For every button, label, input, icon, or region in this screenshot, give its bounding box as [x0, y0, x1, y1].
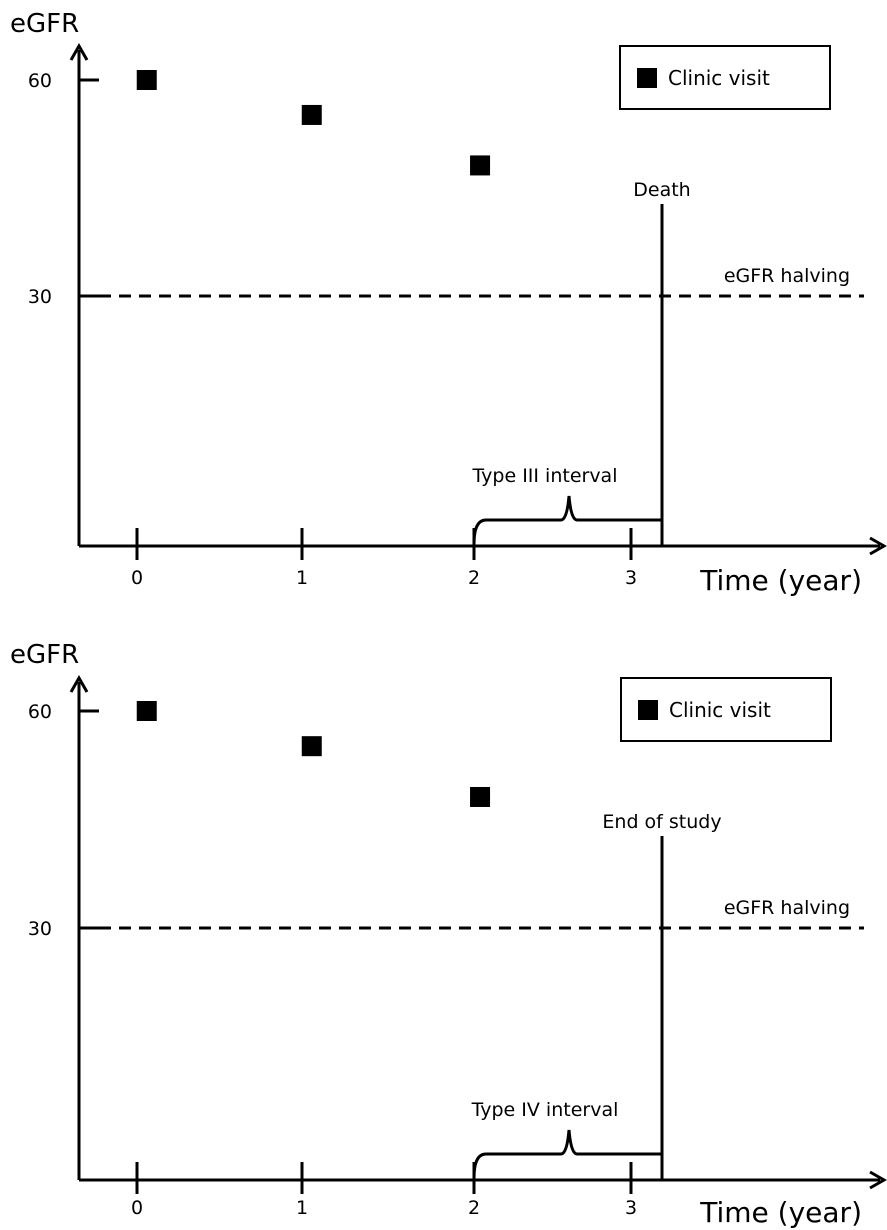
x-axis-label: Time (year) [699, 1196, 862, 1229]
x-tick-label: 0 [131, 1197, 143, 1219]
x-tick-label: 1 [296, 567, 308, 589]
interval-brace [472, 495, 662, 545]
x-tick-label: 2 [468, 567, 480, 589]
y-tick-label: 30 [28, 918, 52, 940]
x-axis-label: Time (year) [699, 564, 862, 597]
clinic-visit-point [136, 70, 157, 90]
clinic-visit-point [136, 701, 157, 721]
y-axis-label: eGFR [10, 640, 79, 670]
halving-label: eGFR halving [724, 897, 850, 919]
x-axis-arrow [869, 536, 887, 556]
clinic-visit-point [470, 786, 491, 807]
interval-brace [472, 1129, 662, 1179]
y-tick-label: 30 [28, 286, 52, 308]
legend: Clinic visit [619, 45, 831, 110]
y-axis-label: eGFR [10, 9, 79, 39]
chart-panel-death: eGFR Time (year) 60 30 0 1 2 3 eGFR halving Death… [10, 9, 887, 597]
clinic-visit-point [301, 104, 322, 125]
legend-label: Clinic visit [669, 698, 771, 722]
chart-panel-end-of-study: eGFR Time (year) 60 30 0 1 2 3 eGFR halving End o… [10, 640, 887, 1229]
x-tick-label: 3 [625, 1197, 637, 1219]
x-tick-label: 3 [625, 567, 637, 589]
legend-marker [637, 68, 657, 88]
clinic-visit-point [301, 736, 322, 757]
clinic-visit-point [470, 155, 491, 176]
y-axis-arrow [69, 674, 89, 693]
x-tick-label: 1 [296, 1197, 308, 1219]
legend-marker [638, 700, 658, 720]
y-axis-arrow [69, 42, 89, 61]
legend: Clinic visit [620, 677, 832, 742]
x-tick-label: 2 [468, 1197, 480, 1219]
event-label: End of study [602, 811, 721, 833]
y-tick-label: 60 [28, 701, 52, 723]
interval-label: Type IV interval [471, 1099, 619, 1121]
legend-label: Clinic visit [668, 66, 770, 90]
interval-label: Type III interval [472, 465, 618, 487]
y-tick-label: 60 [28, 70, 52, 92]
halving-label: eGFR halving [724, 265, 850, 287]
event-label: Death [633, 179, 690, 201]
x-axis-arrow [869, 1170, 887, 1190]
x-tick-label: 0 [131, 567, 143, 589]
